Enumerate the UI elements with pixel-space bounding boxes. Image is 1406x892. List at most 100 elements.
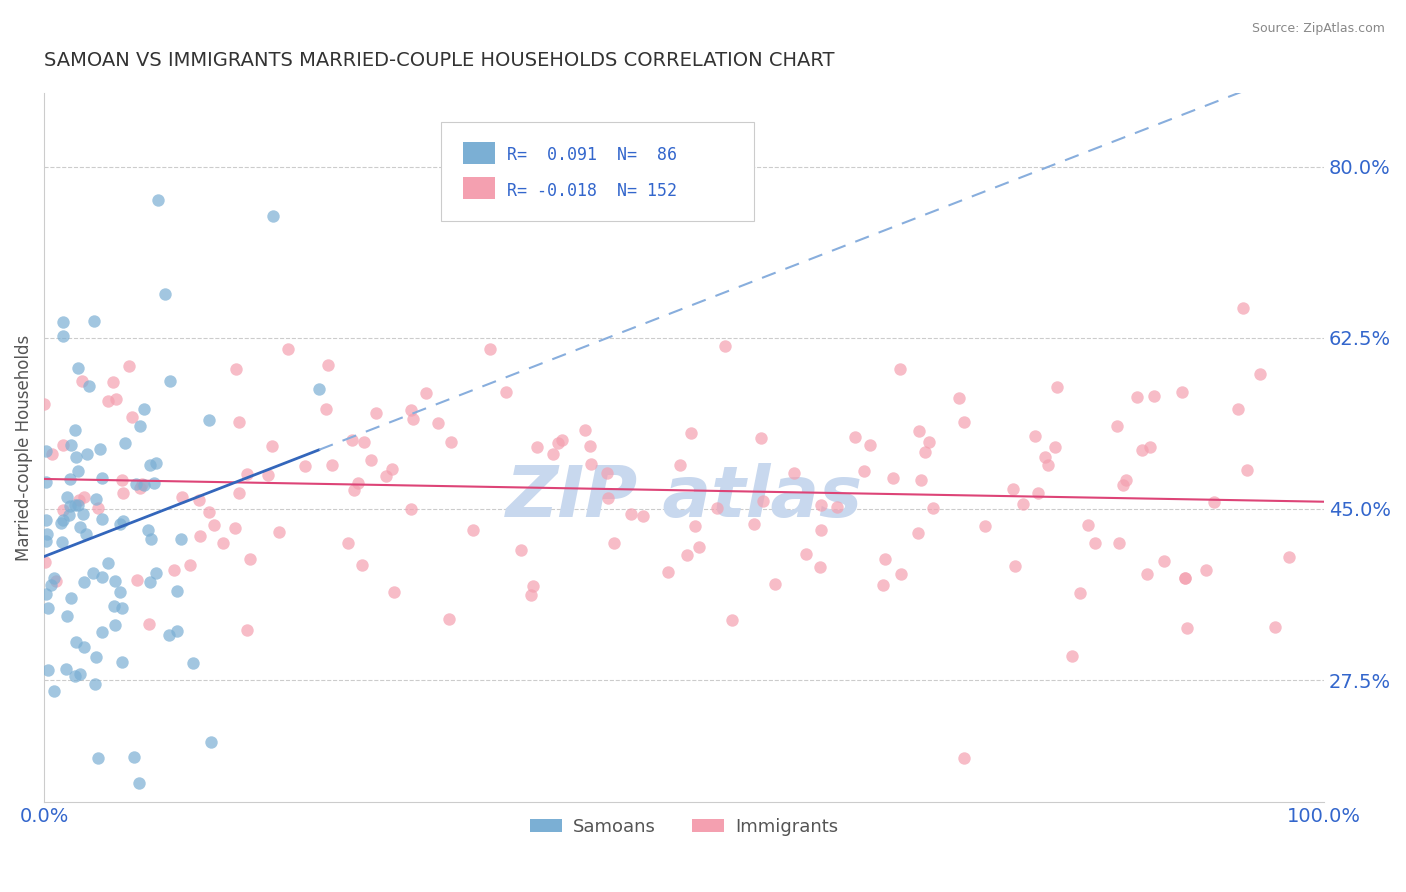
- Point: [1115, 473, 1137, 487]
- Point: [1107, 419, 1129, 434]
- Point: [59, 438, 82, 452]
- Point: [859, 438, 882, 452]
- Point: [1264, 620, 1286, 634]
- Point: [1143, 389, 1166, 403]
- Point: [170, 490, 193, 504]
- Point: [1232, 301, 1254, 315]
- Point: [65, 450, 87, 464]
- Point: [953, 415, 976, 429]
- Point: [1004, 559, 1026, 574]
- Point: [668, 458, 690, 472]
- Point: [145, 566, 167, 581]
- Point: [478, 342, 501, 356]
- Point: [415, 386, 437, 401]
- Point: [87, 751, 110, 765]
- Point: [188, 493, 211, 508]
- Point: [166, 624, 188, 639]
- Point: [143, 476, 166, 491]
- Point: [321, 458, 343, 473]
- Point: [69, 520, 91, 534]
- Point: [921, 500, 943, 515]
- Text: R= -0.018  N= 152: R= -0.018 N= 152: [508, 182, 678, 200]
- Point: [1046, 379, 1069, 393]
- Point: [228, 415, 250, 429]
- Point: [139, 575, 162, 590]
- Point: [138, 617, 160, 632]
- Point: [55, 490, 77, 504]
- Point: [118, 359, 141, 373]
- Point: [111, 473, 134, 487]
- Point: [631, 509, 654, 524]
- Point: [844, 430, 866, 444]
- Point: [742, 516, 765, 531]
- Point: [783, 467, 806, 481]
- Point: [56, 608, 79, 623]
- Point: [598, 491, 620, 505]
- Point: [132, 402, 155, 417]
- Point: [34, 397, 56, 411]
- Point: [509, 542, 531, 557]
- Point: [138, 458, 160, 472]
- Point: [73, 575, 96, 590]
- Point: [439, 612, 461, 626]
- Point: [112, 514, 135, 528]
- Point: [1126, 391, 1149, 405]
- Point: [1036, 458, 1059, 472]
- Point: [1045, 440, 1067, 454]
- Point: [76, 447, 98, 461]
- Point: [225, 362, 247, 376]
- Point: [114, 435, 136, 450]
- Y-axis label: Married-couple Households: Married-couple Households: [15, 334, 32, 561]
- Text: Source: ZipAtlas.com: Source: ZipAtlas.com: [1251, 22, 1385, 36]
- Point: [128, 775, 150, 789]
- Point: [35, 526, 58, 541]
- Point: [128, 481, 150, 495]
- Point: [679, 426, 702, 441]
- Point: [131, 477, 153, 491]
- Point: [67, 493, 90, 508]
- Point: [134, 477, 156, 491]
- Point: [141, 532, 163, 546]
- Point: [720, 613, 742, 627]
- Point: [39, 578, 62, 592]
- Point: [1028, 485, 1050, 500]
- Point: [683, 519, 706, 533]
- Point: [145, 456, 167, 470]
- Text: ZIP atlas: ZIP atlas: [506, 463, 863, 532]
- Point: [262, 439, 284, 453]
- Point: [63, 498, 86, 512]
- Point: [49, 516, 72, 530]
- Point: [603, 536, 626, 550]
- Point: [169, 533, 191, 547]
- Point: [714, 339, 737, 353]
- Point: [340, 433, 363, 447]
- Point: [82, 566, 104, 580]
- Point: [52, 438, 75, 452]
- Point: [1227, 402, 1250, 417]
- Point: [657, 565, 679, 579]
- Point: [66, 498, 89, 512]
- Point: [346, 476, 368, 491]
- Point: [808, 559, 831, 574]
- Point: [1111, 478, 1133, 492]
- Point: [384, 585, 406, 599]
- Point: [526, 440, 548, 454]
- Point: [619, 507, 641, 521]
- Point: [343, 483, 366, 497]
- Point: [111, 600, 134, 615]
- Point: [146, 193, 169, 207]
- Point: [97, 556, 120, 570]
- Point: [235, 623, 257, 637]
- Point: [51, 315, 73, 329]
- Point: [749, 431, 772, 445]
- Point: [159, 374, 181, 388]
- Point: [112, 486, 135, 500]
- Point: [136, 523, 159, 537]
- Point: [67, 464, 90, 478]
- Point: [953, 751, 976, 765]
- Point: [103, 599, 125, 613]
- Point: [228, 486, 250, 500]
- Point: [948, 391, 970, 405]
- Point: [547, 436, 569, 450]
- Point: [1012, 497, 1035, 511]
